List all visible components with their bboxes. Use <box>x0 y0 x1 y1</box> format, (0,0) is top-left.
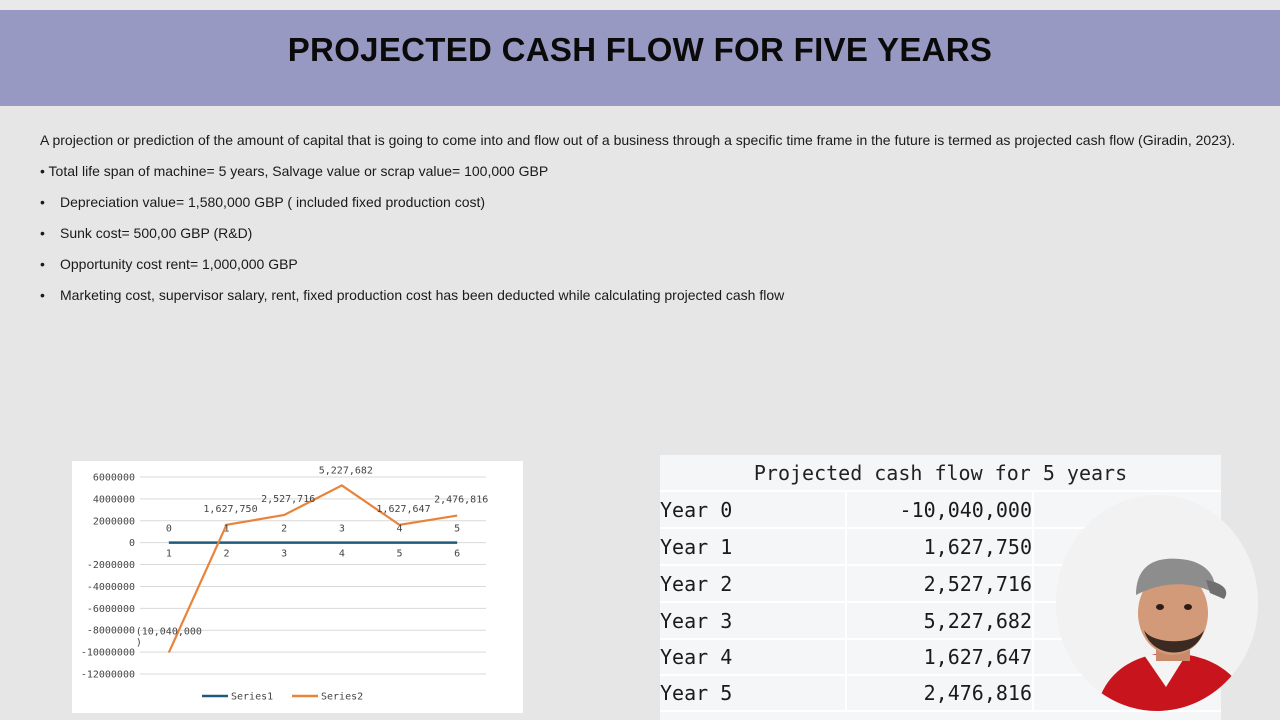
table-row: Year 0 -10,040,000 <box>660 492 1221 529</box>
y-tick-label: -4000000 <box>87 582 135 593</box>
x-tick-label: 1 <box>166 549 172 560</box>
data-label: 2,527,716 <box>261 494 315 505</box>
data-label: 1,627,750 <box>203 504 257 515</box>
bullet-deductions: Marketing cost, supervisor salary, rent,… <box>40 280 1240 311</box>
bullet-sunk-cost: Sunk cost= 500,00 GBP (R&D) <box>40 218 1240 249</box>
row-label: Year 0 <box>660 492 847 527</box>
data-label-line: 2,527,716 <box>261 494 315 505</box>
data-label: 1 <box>223 524 229 535</box>
table-row: Year 3 5,227,682 <box>660 603 1221 640</box>
row-value: 5,227,682 <box>847 603 1034 638</box>
y-tick-label: -8000000 <box>87 626 135 637</box>
x-tick-label: 3 <box>281 549 287 560</box>
y-tick-label: 6000000 <box>93 473 135 484</box>
row-label: Year 5 <box>660 675 847 710</box>
data-label: (10,040,000) <box>136 627 202 649</box>
legend-label: Series1 <box>231 692 273 703</box>
presenter-webcam-icon <box>1056 495 1258 711</box>
data-label: 2,476,816 <box>434 495 488 506</box>
data-label-line: 2,476,816 <box>434 495 488 506</box>
table-row: Year 4 1,627,647 <box>660 639 1221 676</box>
chart-svg: 6000000 4000000 2000000 0 -2000000 -4000000 -6… <box>81 465 488 703</box>
row-label: Year 4 <box>660 639 847 674</box>
table-row: Year 2 2,527,716 <box>660 566 1221 603</box>
title-banner: PROJECTED CASH FLOW FOR FIVE YEARS <box>0 10 1280 106</box>
table-row: Year 1 1,627,750 <box>660 529 1221 566</box>
cash-flow-chart: 6000000 4000000 2000000 0 -2000000 -4000000 -6… <box>72 461 523 713</box>
row-value: 2,476,816 <box>847 675 1034 710</box>
legend-label: Series2 <box>321 692 363 703</box>
row-value: 1,627,647 <box>847 639 1034 674</box>
data-label-line: ) <box>136 638 142 649</box>
top-strip <box>0 0 1280 10</box>
data-label-line: (10,040,000 <box>136 627 202 638</box>
row-label: Year 3 <box>660 603 847 638</box>
row-value: 2,527,716 <box>847 566 1034 601</box>
body-text: A projection or prediction of the amount… <box>40 125 1240 311</box>
series-line-series2 <box>167 484 458 654</box>
bullet-list: • Total life span of machine= 5 years, S… <box>40 156 1240 311</box>
bullet-depreciation: Depreciation value= 1,580,000 GBP ( incl… <box>40 187 1240 218</box>
y-tick-label: 0 <box>129 538 135 549</box>
data-label-line: 1,627,750 <box>203 504 257 515</box>
table-title: Projected cash flow for 5 years <box>660 455 1221 492</box>
x-tick-label: 5 <box>396 549 402 560</box>
y-tick-label: 4000000 <box>93 494 135 505</box>
y-tick-label: -6000000 <box>87 604 135 615</box>
presenter-silhouette <box>1056 495 1258 711</box>
data-label: 3 <box>339 524 345 535</box>
row-value: 1,627,750 <box>847 529 1034 564</box>
x-tick-label: 2 <box>223 549 229 560</box>
data-label: 1,627,647 <box>376 504 430 515</box>
data-label-line: 1,627,647 <box>376 504 430 515</box>
row-value: -10,040,000 <box>847 492 1034 527</box>
y-tick-label: -12000000 <box>81 670 135 681</box>
x-tick-label: 6 <box>454 549 460 560</box>
data-label: 0 <box>166 524 172 535</box>
bullet-life-span: • Total life span of machine= 5 years, S… <box>40 163 549 179</box>
y-tick-label: -2000000 <box>87 560 135 571</box>
data-label-line: 5,227,682 <box>319 465 373 476</box>
row-label: Year 1 <box>660 529 847 564</box>
y-tick-label: 2000000 <box>93 516 135 527</box>
data-label: 2 <box>281 524 287 535</box>
intro-paragraph: A projection or prediction of the amount… <box>40 132 1236 148</box>
row-label: Year 2 <box>660 566 847 601</box>
data-label: 4 <box>396 524 402 535</box>
table-row: Year 5 2,476,816 <box>660 675 1221 712</box>
data-label: 5,227,682 <box>319 465 373 476</box>
y-tick-label: -10000000 <box>81 648 135 659</box>
x-tick-label: 4 <box>339 549 345 560</box>
data-label: 5 <box>454 524 460 535</box>
bullet-opportunity-cost: Opportunity cost rent= 1,000,000 GBP <box>40 249 1240 280</box>
page-title: PROJECTED CASH FLOW FOR FIVE YEARS <box>287 31 993 68</box>
